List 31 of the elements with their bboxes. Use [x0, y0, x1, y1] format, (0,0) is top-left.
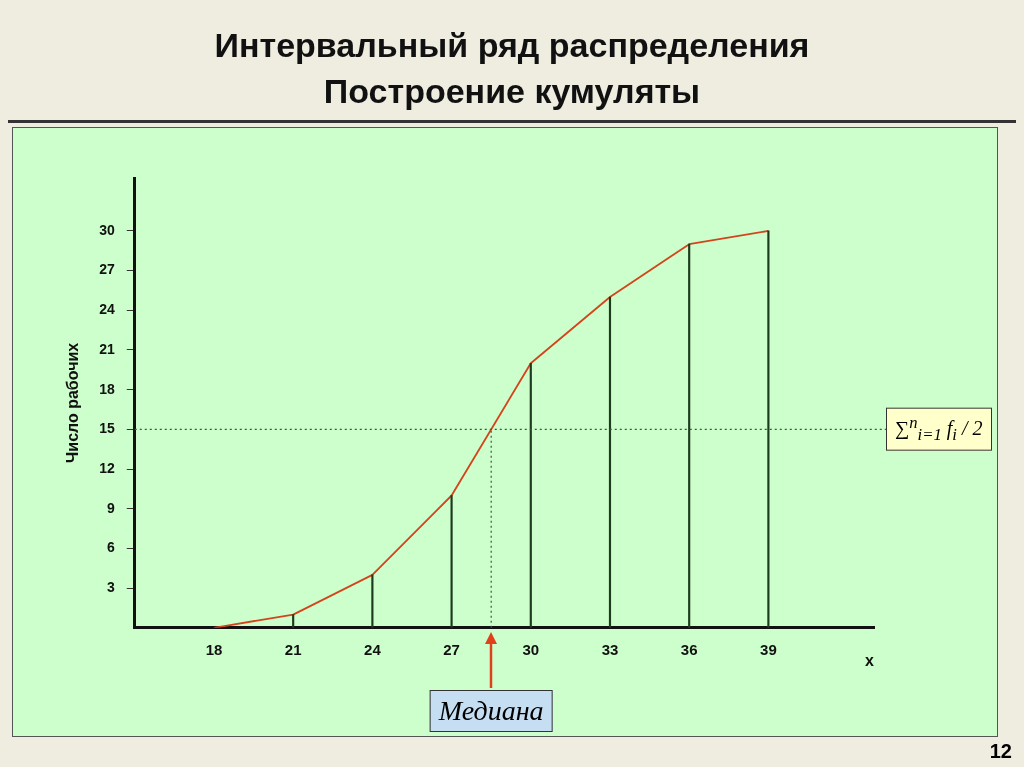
ref-line-label: Медиана	[429, 689, 553, 732]
bar	[450, 495, 453, 628]
x-tick-label: 21	[284, 640, 302, 658]
x-tick-label: 30	[522, 640, 540, 658]
bar	[608, 296, 612, 628]
x-tick-label: 24	[364, 640, 382, 658]
text: 12	[989, 740, 1012, 763]
y-tick-label: 21	[99, 340, 115, 357]
y-tick-label: 27	[99, 261, 115, 278]
x-tick-label: 18	[205, 640, 223, 658]
y-tick-label: 30	[99, 221, 115, 238]
bar	[688, 243, 691, 628]
y-axis-title: Число рабочих	[64, 342, 82, 463]
x-tick-label: 27	[443, 640, 460, 658]
x-tick-label: 39	[760, 640, 777, 658]
chart-title: Интервальный ряд распределения Построение кумуляты	[213, 25, 811, 112]
bar	[767, 230, 770, 628]
x-tick-label: 36	[680, 640, 698, 658]
x-tick-label: 33	[601, 640, 619, 658]
y-tick-label: 18	[99, 380, 115, 397]
y-tick-label: 15	[99, 420, 115, 437]
y-tick-label: 24	[99, 301, 115, 318]
y-tick-label: 12	[99, 459, 115, 476]
text: ∑$^{n}$$_{i=1}$ f$_{i}$ / 2	[886, 408, 992, 451]
x-axis-title: x	[865, 651, 875, 669]
y-tick-label: 9	[106, 499, 115, 516]
y-tick-label: 6	[106, 539, 115, 556]
bar	[371, 574, 374, 628]
y-tick-label: 3	[106, 578, 115, 595]
bar	[292, 614, 295, 628]
bar	[529, 362, 532, 628]
